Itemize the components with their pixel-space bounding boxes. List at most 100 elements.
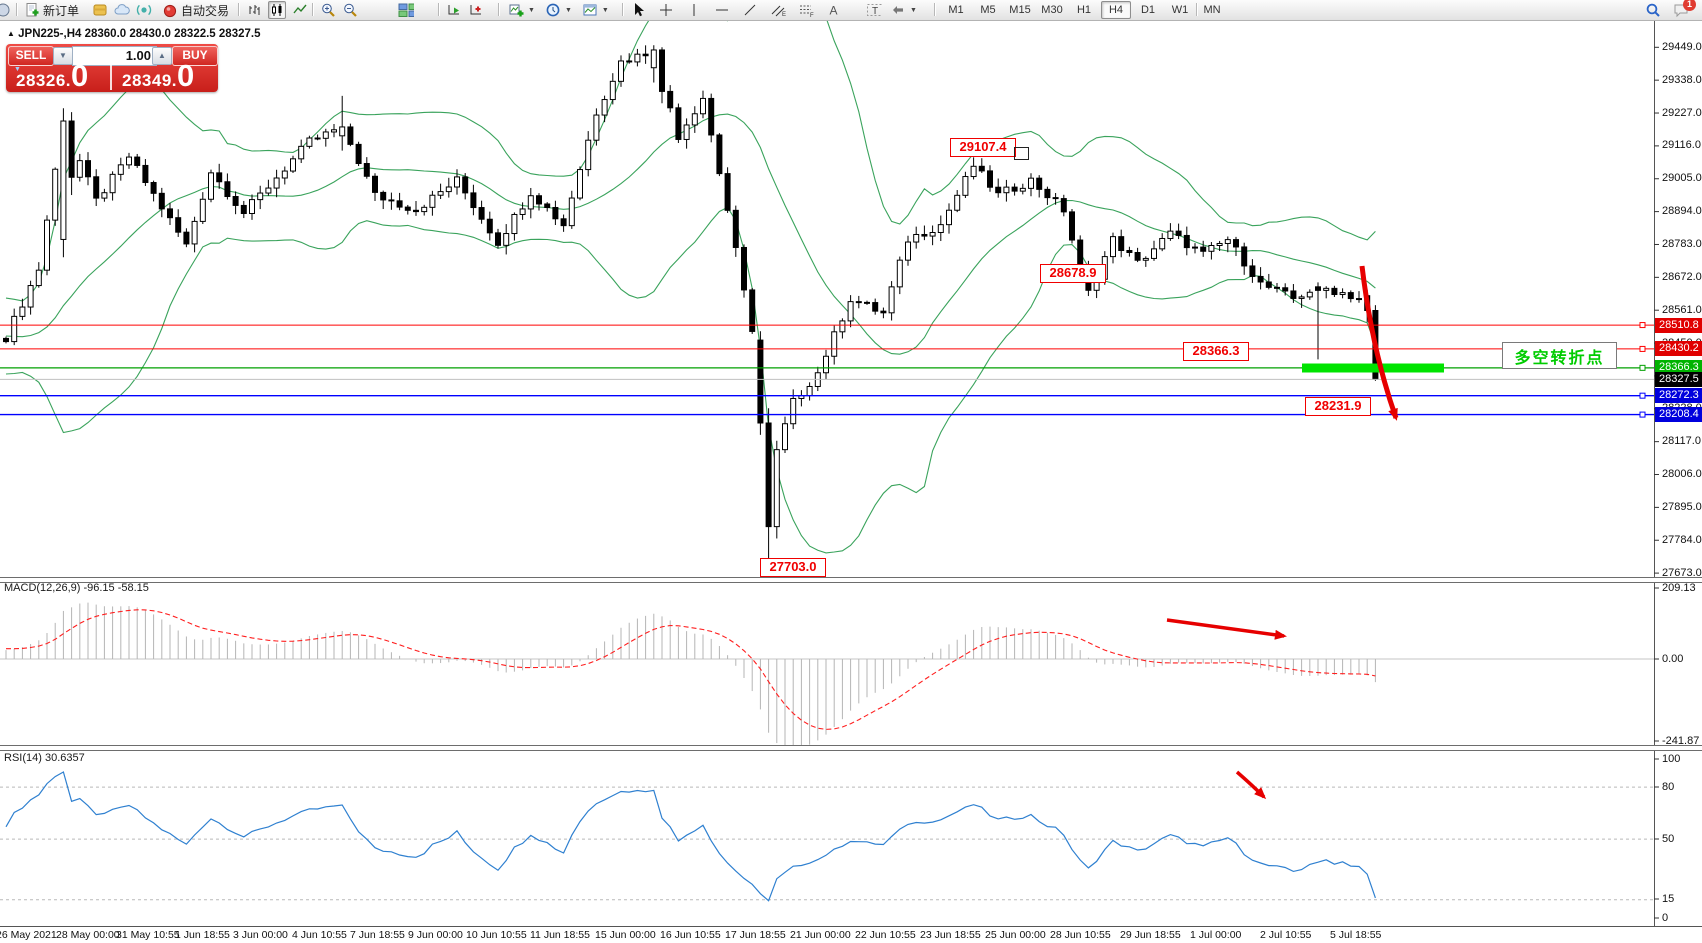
autotrade-label: 自动交易 bbox=[181, 3, 230, 18]
chat-icon[interactable]: 1 bbox=[1673, 0, 1696, 18]
bar-chart-icon[interactable] bbox=[246, 2, 262, 18]
price-annotation-label[interactable]: 29107.4 bbox=[950, 138, 1016, 157]
timeframe-m15[interactable]: M15 bbox=[1009, 4, 1031, 16]
auto-scroll-icon[interactable] bbox=[446, 2, 462, 18]
search-icon[interactable] bbox=[1645, 2, 1661, 18]
vertical-line-icon[interactable] bbox=[686, 2, 702, 18]
toolbar-separator bbox=[312, 3, 313, 16]
time-axis-label: 31 May 10:55 bbox=[116, 929, 180, 941]
buy-price[interactable]: 28349.0 bbox=[122, 58, 195, 93]
toolbar-separator bbox=[934, 3, 935, 16]
timeframe-m5[interactable]: M5 bbox=[980, 4, 996, 16]
symbol-ohlc-text: JPN225-,H4 28360.0 28430.0 28322.5 28327… bbox=[18, 28, 261, 40]
rsi-axis-label: 50 bbox=[1662, 832, 1675, 845]
svg-text:F: F bbox=[810, 13, 814, 18]
sell-button[interactable]: SELL bbox=[8, 46, 54, 66]
price-annotation-label[interactable]: 27703.0 bbox=[760, 558, 826, 577]
time-axis-label: 17 Jun 18:55 bbox=[725, 929, 786, 941]
time-axis-label: 11 Jun 18:55 bbox=[530, 929, 590, 941]
channel-icon[interactable]: E bbox=[770, 2, 786, 18]
chevron-down-icon: ▼ bbox=[601, 6, 609, 14]
sell-price[interactable]: 28326.0 bbox=[16, 58, 89, 93]
price-annotation-label[interactable]: 28678.9 bbox=[1040, 264, 1106, 283]
horizontal-line-icon[interactable] bbox=[714, 2, 730, 18]
price-axis-label: 29227.0 bbox=[1662, 106, 1702, 119]
candlestick-chart-icon[interactable] bbox=[268, 1, 286, 19]
timeframe-mn[interactable]: MN bbox=[1203, 4, 1221, 16]
volume-up-button[interactable]: ▲ bbox=[152, 47, 172, 65]
zoom-in-icon[interactable] bbox=[320, 2, 336, 18]
turning-point-label[interactable]: 多空转折点 bbox=[1502, 342, 1617, 369]
autotrade-button[interactable]: 自动交易 bbox=[160, 1, 231, 19]
price-axis-label: 27784.0 bbox=[1662, 533, 1702, 546]
toolbar-separator bbox=[622, 3, 623, 16]
periods-button[interactable]: ▼ bbox=[543, 1, 574, 19]
crosshair-icon[interactable] bbox=[658, 2, 674, 18]
timeframe-group: M1 M5 M15 M30 H1 H4 D1 W1 MN bbox=[941, 1, 1227, 19]
autotrade-icon bbox=[162, 2, 178, 18]
time-axis-label: 3 Jun 00:00 bbox=[233, 929, 288, 941]
pane-splitter[interactable] bbox=[0, 745, 1702, 751]
price-badge: 28430.2 bbox=[1655, 341, 1702, 357]
tile-windows-icon[interactable] bbox=[398, 2, 414, 18]
trendline-icon[interactable] bbox=[742, 2, 758, 18]
zoom-out-icon[interactable] bbox=[342, 2, 358, 18]
timeframe-w1[interactable]: W1 bbox=[1171, 4, 1189, 16]
timeframe-m1[interactable]: M1 bbox=[948, 4, 964, 16]
new-order-label: 新订单 bbox=[43, 3, 80, 18]
timeframe-m30[interactable]: M30 bbox=[1041, 4, 1063, 16]
text-icon[interactable]: A bbox=[826, 2, 842, 18]
time-axis-label: 5 Jul 18:55 bbox=[1330, 929, 1382, 941]
buy-button[interactable]: BUY bbox=[172, 46, 218, 66]
time-axis-label: 7 Jun 18:55 bbox=[350, 929, 405, 941]
panel-divider bbox=[110, 65, 112, 90]
pane-splitter[interactable] bbox=[0, 577, 1702, 583]
new-order-button[interactable]: 新订单 bbox=[22, 1, 81, 19]
arrows-button[interactable]: ▼ bbox=[888, 1, 919, 19]
timeframe-h1[interactable]: H1 bbox=[1076, 4, 1092, 16]
cursor-icon[interactable] bbox=[630, 2, 646, 18]
time-axis-label: 29 Jun 18:55 bbox=[1120, 929, 1181, 941]
price-axis-label: 27673.0 bbox=[1662, 566, 1702, 579]
annotation-anchor-box bbox=[1014, 147, 1029, 160]
price-badge: 28327.5 bbox=[1655, 371, 1702, 387]
macd-axis-label: 0.00 bbox=[1662, 652, 1684, 665]
cloud-icon[interactable] bbox=[114, 2, 130, 18]
time-axis-label: 1 Jul 00:00 bbox=[1190, 929, 1242, 941]
rsi-axis-label: 0 bbox=[1662, 911, 1669, 924]
price-axis-label: 29338.0 bbox=[1662, 73, 1702, 86]
price-annotation-label[interactable]: 28366.3 bbox=[1183, 342, 1249, 361]
price-axis-label: 28561.0 bbox=[1662, 303, 1702, 316]
svg-text:A: A bbox=[830, 4, 838, 18]
one-click-trade-panel: SELL ▼ ▼ 1.00 ▲ BUY 28326.0 28349.0 bbox=[6, 44, 218, 92]
time-axis-label: 28 Jun 10:55 bbox=[1050, 929, 1111, 941]
tick-direction-icon: ▼ bbox=[14, 66, 21, 73]
timeframe-d1[interactable]: D1 bbox=[1140, 4, 1156, 16]
toolbar-separator bbox=[498, 3, 499, 16]
add-indicator-icon bbox=[508, 2, 524, 18]
time-axis-label: 25 Jun 00:00 bbox=[985, 929, 1046, 941]
price-annotation-label[interactable]: 28231.9 bbox=[1305, 397, 1371, 416]
line-chart-icon[interactable] bbox=[292, 2, 308, 18]
chart-shift-icon[interactable] bbox=[468, 2, 484, 18]
macd-axis-label: -241.87 bbox=[1662, 734, 1700, 747]
rsi-axis-label: 80 bbox=[1662, 780, 1675, 793]
chevron-down-icon: ▼ bbox=[910, 6, 917, 14]
macd-label: MACD(12,26,9) -96.15 -58.15 bbox=[4, 582, 149, 594]
metaeditor-icon[interactable] bbox=[92, 2, 108, 18]
text-label-icon[interactable]: T bbox=[866, 2, 882, 18]
templates-button[interactable]: ▼ bbox=[580, 1, 611, 19]
volume-input[interactable]: 1.00 bbox=[72, 46, 157, 66]
app-icon[interactable] bbox=[0, 2, 12, 18]
fibonacci-icon[interactable]: F bbox=[798, 2, 814, 18]
add-indicator-button[interactable]: ▼ bbox=[506, 1, 537, 19]
collapse-arrow-icon[interactable]: ▲ bbox=[7, 29, 15, 38]
time-axis-label: 1 Jun 18:55 bbox=[175, 929, 230, 941]
arrows-icon bbox=[890, 2, 906, 18]
price-axis-label: 29005.0 bbox=[1662, 172, 1702, 185]
timeframe-h4[interactable]: H4 bbox=[1101, 1, 1131, 19]
signals-icon[interactable] bbox=[136, 2, 152, 18]
toolbar-separator bbox=[238, 3, 239, 16]
